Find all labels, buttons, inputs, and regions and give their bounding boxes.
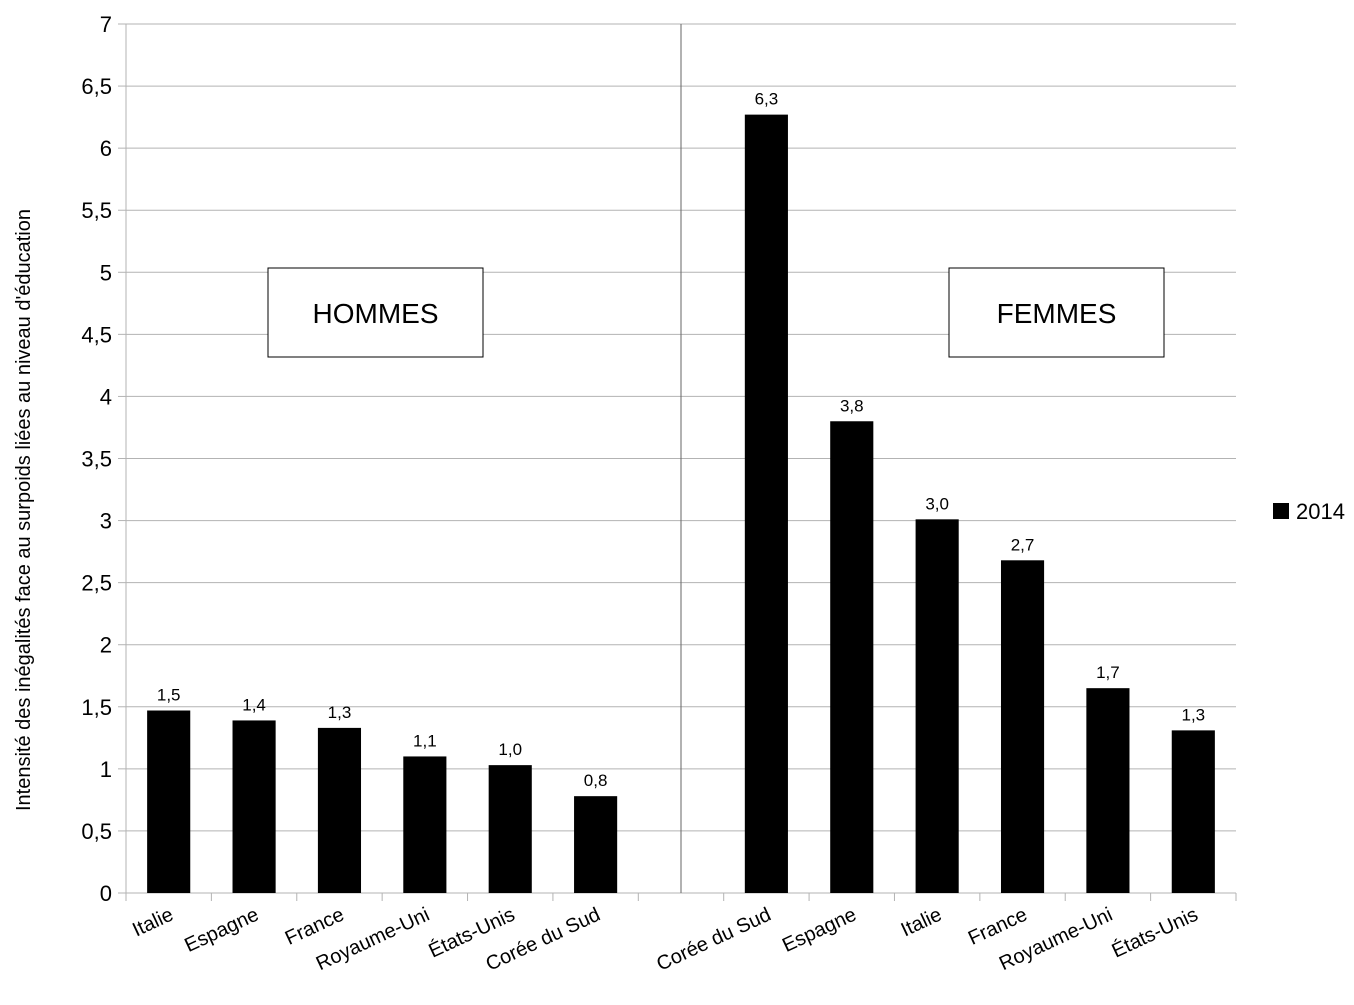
group-label-femmes: FEMMES <box>997 298 1117 329</box>
bars <box>147 114 1215 894</box>
data-label: 3,8 <box>840 396 864 415</box>
y-tick-label: 2 <box>100 633 112 658</box>
y-axis-title: Intensité des inégalités face au surpoid… <box>13 209 35 811</box>
data-label: 1,3 <box>328 703 352 722</box>
data-label: 1,0 <box>498 740 522 759</box>
y-tick-label: 5,5 <box>81 198 112 223</box>
bar <box>317 727 362 893</box>
bar <box>574 796 618 893</box>
y-tick-label: 2,5 <box>81 571 112 596</box>
y-tick-label: 0 <box>100 881 112 906</box>
x-tick-label: Italie <box>898 904 946 942</box>
group-label-hommes: HOMMES <box>313 298 439 329</box>
y-tick-label: 4,5 <box>81 322 112 347</box>
y-tick-label: 0,5 <box>81 819 112 844</box>
bar <box>147 710 191 893</box>
bar <box>830 421 874 893</box>
y-tick-label: 4 <box>100 384 112 409</box>
y-tick-label: 3 <box>100 509 112 534</box>
y-tick-label: 5 <box>100 260 112 285</box>
legend-swatch <box>1273 503 1289 519</box>
data-label: 6,3 <box>755 90 779 109</box>
bar <box>488 765 532 893</box>
x-tick-label: Espagne <box>779 904 860 957</box>
y-tick-label: 6,5 <box>81 74 112 99</box>
x-tick-label: États-Unis <box>1108 903 1201 963</box>
bar <box>1171 730 1215 893</box>
y-tick-label: 1 <box>100 757 112 782</box>
data-label: 1,4 <box>242 695 266 714</box>
data-label: 3,0 <box>925 494 949 513</box>
data-label: 1,3 <box>1181 705 1205 724</box>
bar <box>232 720 276 893</box>
group-box-femmes: FEMMES <box>948 267 1165 358</box>
y-tick-label: 1,5 <box>81 695 112 720</box>
data-label: 2,7 <box>1011 535 1035 554</box>
data-label: 1,5 <box>157 686 181 705</box>
legend-label: 2014 <box>1296 499 1345 524</box>
data-labels: 1,5 1,4 1,3 1,1 1,0 0,8 6,3 3,8 3,0 2,7 1,7 1,3 <box>157 90 1205 791</box>
y-tick-label: 3,5 <box>81 447 112 472</box>
bar <box>1000 560 1045 893</box>
y-tick-label: 6 <box>100 136 112 161</box>
data-label: 1,7 <box>1096 663 1120 682</box>
x-tick-label: Italie <box>129 904 177 942</box>
data-label: 0,8 <box>584 771 608 790</box>
legend: 2014 <box>1273 499 1345 524</box>
data-label: 1,1 <box>413 731 437 750</box>
bar <box>403 756 447 893</box>
y-tick-label: 7 <box>100 12 112 37</box>
x-tick-label: Corée du Sud <box>653 904 774 976</box>
group-box-hommes: HOMMES <box>267 267 484 358</box>
bar <box>915 519 959 893</box>
bar <box>1086 688 1130 893</box>
x-tick-label: Espagne <box>181 904 262 957</box>
bar <box>744 114 788 894</box>
